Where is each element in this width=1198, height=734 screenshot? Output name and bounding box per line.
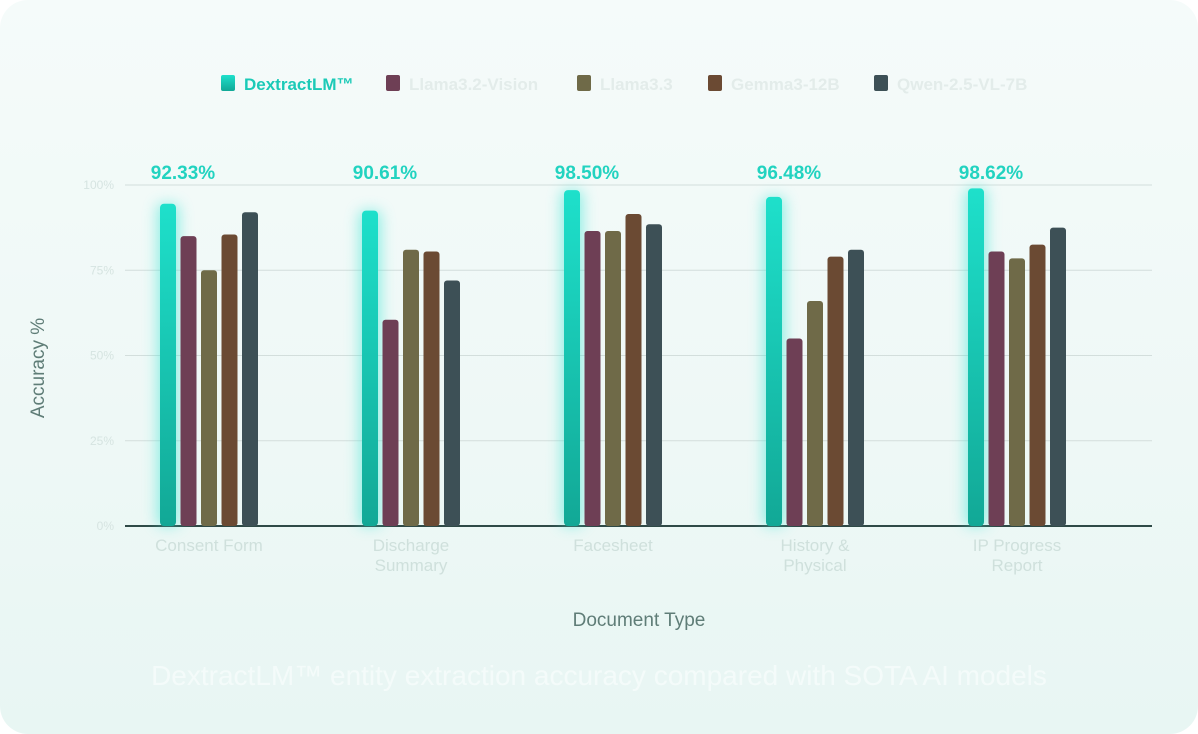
bar-dextractlm xyxy=(362,210,378,526)
y-tick-label: 25% xyxy=(90,434,114,448)
bar-value-label: 98.50% xyxy=(555,163,620,184)
legend-swatch xyxy=(221,75,235,91)
x-tick-label-line: Summary xyxy=(375,556,448,575)
x-tick-label: Facesheet xyxy=(573,536,653,555)
bar xyxy=(423,251,440,526)
bar xyxy=(786,338,803,526)
x-tick-label: Consent Form xyxy=(155,536,263,555)
y-axis-title: Accuracy % xyxy=(28,318,49,418)
bar-dextractlm xyxy=(564,190,580,527)
legend-label: DextractLM™ xyxy=(244,75,354,94)
x-tick-label-line: Consent Form xyxy=(155,536,263,555)
x-tick-label-line: Discharge xyxy=(373,536,450,555)
x-axis-title: Document Type xyxy=(573,610,706,631)
bar xyxy=(584,231,601,526)
legend-swatch xyxy=(386,75,400,91)
y-tick-label: 100% xyxy=(83,178,114,192)
bar xyxy=(848,249,864,527)
chart-caption: DextractLM™ entity extraction accuracy c… xyxy=(151,660,1047,691)
legend-label: Llama3.2-Vision xyxy=(409,75,538,94)
bar-value-label: 92.33% xyxy=(151,163,216,184)
bar xyxy=(827,256,844,526)
x-tick-label-line: IP Progress xyxy=(973,536,1062,555)
legend-label: Qwen-2.5-VL-7B xyxy=(897,75,1027,94)
bar-dextractlm xyxy=(766,196,782,526)
legend-label: Llama3.3 xyxy=(600,75,673,94)
bar xyxy=(807,300,823,526)
bars xyxy=(157,188,1066,527)
bar xyxy=(444,280,460,526)
bar xyxy=(988,251,1005,526)
bar-value-label: 90.61% xyxy=(353,163,418,184)
bar xyxy=(625,213,642,527)
y-tick-label: 0% xyxy=(97,519,115,533)
bar xyxy=(1029,244,1046,527)
x-tick-label-line: Facesheet xyxy=(573,536,653,555)
data-labels: 92.33% 90.61% 98.50% 96.48% 98.62% xyxy=(151,163,1024,184)
bar-dextractlm xyxy=(160,203,176,526)
legend-swatch xyxy=(874,75,888,91)
legend-swatch xyxy=(708,75,722,91)
x-tick-label-line: Report xyxy=(991,556,1042,575)
bar xyxy=(242,212,258,526)
bar xyxy=(180,236,197,526)
x-tick-label: IP Progress Report xyxy=(973,536,1062,575)
bar-value-label: 96.48% xyxy=(757,163,822,184)
x-tick-label: History & Physical xyxy=(781,536,851,575)
bar xyxy=(605,231,621,526)
legend-label: Gemma3-12B xyxy=(731,75,840,94)
x-tick-label: Discharge Summary xyxy=(373,536,450,575)
y-tick-label: 75% xyxy=(90,263,114,277)
bar-dextractlm xyxy=(968,188,984,526)
bar xyxy=(403,249,419,527)
x-tick-label-line: Physical xyxy=(783,556,846,575)
bar xyxy=(382,319,399,526)
legend: DextractLM™ Llama3.2-Vision Llama3.3 Gemma3… xyxy=(221,75,1027,94)
x-tick-label-line: History & xyxy=(781,536,851,555)
y-tick-label: 50% xyxy=(90,349,114,363)
bar xyxy=(201,270,217,526)
bar xyxy=(646,224,662,526)
bar xyxy=(221,234,238,526)
category-labels: Consent Form Discharge Summary Facesheet His… xyxy=(155,536,1061,575)
bar xyxy=(1009,258,1025,526)
bar-value-label: 98.62% xyxy=(959,163,1024,184)
legend-swatch xyxy=(577,75,591,91)
bar xyxy=(1050,227,1066,526)
